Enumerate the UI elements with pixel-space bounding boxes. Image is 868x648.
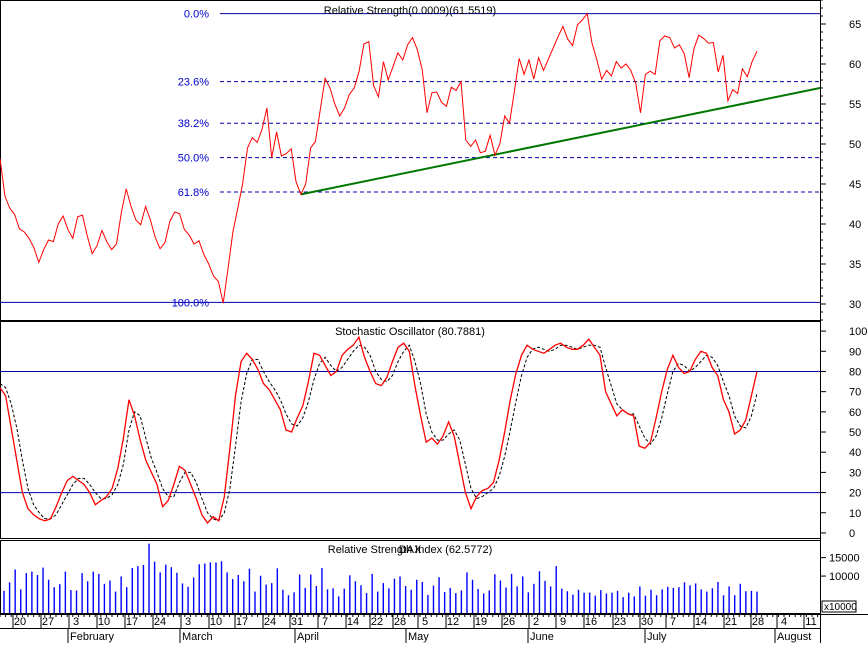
x-day-label: 24 (264, 616, 276, 628)
x-day-label: 14 (347, 616, 359, 628)
x-month-label: June (530, 631, 554, 643)
rs-panel-title: Relative Strength(0.0009)(61.5519) (324, 5, 496, 17)
x-day-label: 10 (98, 616, 110, 628)
fib-level-label: 100.0% (172, 297, 210, 309)
stoch-y-tick-label: 70 (849, 387, 861, 399)
rsi-panel-title: Relative Strength Index (62.5772) (328, 544, 493, 556)
stochastic-panel-title: Stochastic Oscillator (80.7881) (335, 326, 485, 338)
rs-y-tick-label: 60 (849, 59, 861, 71)
panel-frame-rs (0, 0, 821, 321)
stoch-y-tick-label: 0 (849, 528, 855, 540)
x-day-label: 10 (210, 616, 222, 628)
x-day-label: 24 (154, 616, 166, 628)
x-day-label: 27 (42, 616, 54, 628)
rs-y-tick-label: 40 (849, 219, 861, 231)
x-day-label: 23 (614, 616, 626, 628)
x-day-label: 21 (725, 616, 737, 628)
x-day-label: 7 (670, 616, 676, 628)
stoch-y-tick-label: 40 (849, 447, 861, 459)
stoch-y-tick-label: 20 (849, 488, 861, 500)
x-day-label: 4 (781, 616, 787, 628)
stoch-y-tick-label: 50 (849, 427, 861, 439)
x-day-label: 28 (394, 616, 406, 628)
stoch-y-tick-label: 90 (849, 346, 861, 358)
fib-level-label: 61.8% (178, 187, 209, 199)
x-month-label: February (70, 631, 115, 643)
trendline (300, 87, 821, 196)
vol-y-tick-label: 10000 (829, 571, 860, 583)
vol-y-tick-label: 15000 (829, 553, 860, 565)
rs-y-tick-label: 65 (849, 19, 861, 31)
x-day-label: 28 (752, 616, 764, 628)
x-day-label: 19 (475, 616, 487, 628)
x-day-label: 2 (533, 616, 539, 628)
x-day-label: 14 (695, 616, 707, 628)
rs-y-tick-label: 30 (849, 299, 861, 311)
x-month-label: March (182, 631, 213, 643)
x-day-label: 17 (236, 616, 248, 628)
relative-strength-line (0, 12, 758, 304)
x-month-label: April (297, 631, 319, 643)
vol-scale-box (821, 600, 857, 613)
x-day-label: 11 (805, 616, 816, 628)
fib-level-label: 23.6% (178, 77, 209, 89)
panel-frame-stochastic (0, 321, 821, 539)
x-day-label: 5 (422, 616, 428, 628)
stoch-y-tick-label: 30 (849, 467, 861, 479)
x-month-label: May (408, 631, 429, 643)
x-month-label: August (777, 631, 811, 643)
x-day-label: 26 (503, 616, 515, 628)
x-day-label: 30 (641, 616, 653, 628)
stoch-y-tick-label: 10 (849, 508, 861, 520)
stochastic-d-line (0, 344, 758, 522)
fib-level-label: 0.0% (184, 9, 209, 21)
x-day-label: 3 (185, 616, 191, 628)
stoch-y-tick-label: 100 (849, 326, 867, 338)
x-day-label: 20 (14, 616, 26, 628)
stoch-y-tick-label: 60 (849, 407, 861, 419)
fib-level-label: 38.2% (178, 118, 209, 130)
stochastic-k-line (0, 335, 758, 524)
x-day-label: 7 (322, 616, 328, 628)
vol-scale-label: x10000 (824, 602, 857, 613)
x-day-label: 3 (73, 616, 79, 628)
rs-y-tick-label: 45 (849, 179, 861, 191)
x-day-label: 17 (126, 616, 138, 628)
rs-y-tick-label: 50 (849, 139, 861, 151)
x-day-label: 12 (447, 616, 459, 628)
x-month-label: July (647, 631, 667, 643)
x-day-label: 16 (585, 616, 597, 628)
x-day-label: 22 (371, 616, 383, 628)
rsi-overlay-label: DAX (399, 544, 422, 556)
x-day-label: 31 (291, 616, 303, 628)
rs-y-tick-label: 35 (849, 259, 861, 271)
x-day-label: 9 (560, 616, 566, 628)
fib-level-label: 50.0% (178, 153, 209, 165)
rs-y-tick-label: 55 (849, 99, 861, 111)
stoch-y-tick-label: 80 (849, 366, 861, 378)
